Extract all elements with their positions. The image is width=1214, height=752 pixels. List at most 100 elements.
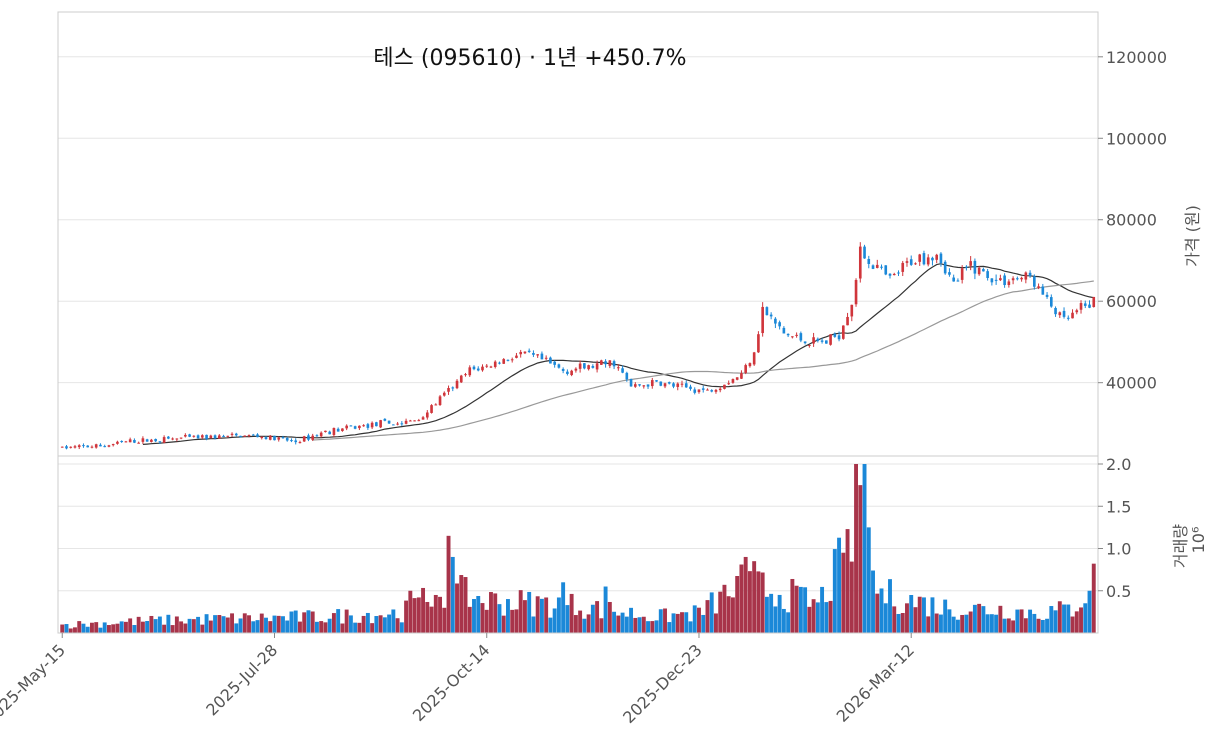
candle-body <box>205 434 208 440</box>
candle-body <box>795 334 798 336</box>
candle-body <box>825 340 828 344</box>
volume-bar <box>832 549 837 633</box>
candle-body <box>829 334 832 345</box>
volume-bar <box>484 609 489 633</box>
candle-body <box>633 384 637 387</box>
candle-body <box>523 351 527 354</box>
volume-bar <box>654 620 659 633</box>
candle-body <box>1037 286 1040 288</box>
volume-bar <box>433 594 438 633</box>
candle-body <box>396 423 399 425</box>
candle-body <box>459 375 463 383</box>
volume-bar <box>743 556 748 633</box>
volume-bar <box>641 616 646 633</box>
volume-bar <box>849 561 854 633</box>
volume-bar <box>697 607 701 633</box>
candle-body <box>311 435 315 440</box>
volume-bar <box>1006 618 1011 633</box>
volume-bar <box>667 622 672 633</box>
volume-bar <box>480 603 485 633</box>
candle-body <box>243 435 247 437</box>
volume-bar <box>357 622 362 633</box>
candle-body <box>302 436 306 442</box>
volume-bar <box>348 615 353 633</box>
price-tick-label: 100000 <box>1106 129 1167 148</box>
candle-body <box>935 254 939 260</box>
volume-bar <box>251 621 256 633</box>
candle-body <box>803 341 807 344</box>
volume-bar <box>217 615 222 633</box>
candle-body <box>532 352 535 355</box>
volume-bar <box>726 596 731 633</box>
candle-body <box>901 262 905 272</box>
candle-body <box>264 437 268 440</box>
volume-bar <box>1011 620 1016 633</box>
candle-body <box>786 333 790 336</box>
volume-bar <box>968 611 973 633</box>
volume-bar <box>323 622 328 633</box>
volume-bar <box>828 600 833 633</box>
volume-bar <box>140 621 145 633</box>
volume-bar <box>213 615 218 633</box>
volume-bar <box>1057 601 1062 633</box>
price-tick-label: 120000 <box>1106 48 1167 67</box>
candle-body <box>986 271 989 278</box>
volume-bar <box>955 619 960 633</box>
volume-bar <box>157 616 162 633</box>
volume-bar <box>166 614 171 633</box>
volume-bar <box>985 614 990 633</box>
volume-bar <box>612 611 617 633</box>
volume-bar <box>1083 603 1088 633</box>
candle-body <box>549 357 552 364</box>
volume-bar <box>671 613 676 633</box>
volume-bars <box>60 464 1096 633</box>
volume-bar <box>692 605 697 633</box>
candle-body <box>196 435 200 439</box>
volume-bar <box>395 618 400 633</box>
candle-body <box>1049 297 1053 307</box>
volume-bar <box>98 627 103 633</box>
volume-bar <box>247 615 251 633</box>
price-tick-label: 60000 <box>1106 292 1157 311</box>
volume-bar <box>781 608 786 633</box>
candle-body <box>472 366 476 370</box>
volume-bar <box>281 616 285 633</box>
volume-bar <box>820 586 825 633</box>
candle-body <box>341 428 344 432</box>
candle-body <box>387 420 391 424</box>
candle-body <box>553 361 556 365</box>
volume-tick-label: 1.0 <box>1106 540 1131 559</box>
volume-bar <box>548 617 553 633</box>
volume-bar <box>760 572 765 633</box>
candle-body <box>761 306 764 334</box>
candle-body <box>587 365 590 370</box>
volume-bar <box>599 618 604 633</box>
candle-body <box>926 257 930 265</box>
volume-bar <box>196 616 201 633</box>
candle-body <box>884 265 888 275</box>
candle-body <box>116 441 119 444</box>
volume-bar <box>913 607 918 633</box>
volume-bar <box>132 625 137 633</box>
candle-body <box>943 261 947 274</box>
volume-bar <box>302 612 307 633</box>
volume-bar <box>238 618 243 633</box>
volume-bar <box>467 606 472 633</box>
volume-bar <box>272 615 277 633</box>
volume-bar <box>960 614 965 633</box>
candle-body <box>285 438 289 441</box>
candle-body <box>239 435 242 438</box>
candle-body <box>608 360 612 366</box>
candle-body <box>383 418 387 421</box>
volume-scale-label: 10⁶ <box>1189 527 1208 554</box>
volume-bar <box>463 577 468 633</box>
volume-bar <box>892 606 897 633</box>
volume-bar <box>102 622 107 633</box>
candle-body <box>638 384 641 386</box>
volume-bar <box>934 613 939 633</box>
volume-bar <box>981 606 986 633</box>
volume-bar <box>1070 616 1075 633</box>
candle-body <box>230 433 234 435</box>
volume-bar <box>701 614 706 633</box>
volume-bar <box>658 609 663 633</box>
